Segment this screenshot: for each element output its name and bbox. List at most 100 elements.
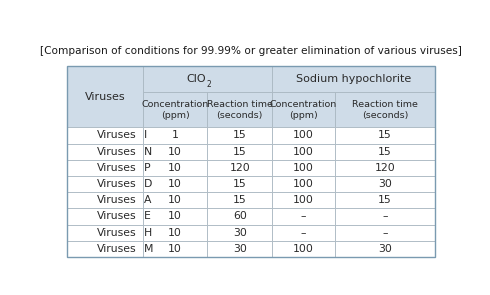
Bar <box>207 160 272 176</box>
Text: I: I <box>144 130 147 140</box>
Text: Viruses: Viruses <box>85 92 125 102</box>
Bar <box>207 208 272 224</box>
Bar <box>67 160 143 176</box>
Text: Viruses: Viruses <box>97 228 136 237</box>
Bar <box>335 144 435 160</box>
Bar <box>207 224 272 241</box>
Text: 10: 10 <box>168 244 182 254</box>
Text: 15: 15 <box>233 130 246 140</box>
Text: 100: 100 <box>293 163 314 173</box>
Text: 30: 30 <box>233 228 246 237</box>
Bar <box>272 192 335 208</box>
Text: P: P <box>144 163 150 173</box>
Bar <box>272 160 335 176</box>
Text: –: – <box>382 228 388 237</box>
Text: 60: 60 <box>233 212 246 222</box>
Bar <box>272 241 335 257</box>
Bar <box>67 66 143 127</box>
Text: ClO: ClO <box>186 74 206 84</box>
Bar <box>143 160 207 176</box>
Bar <box>67 192 143 208</box>
Text: 15: 15 <box>233 179 246 189</box>
Bar <box>67 66 435 257</box>
Bar <box>207 127 272 144</box>
Text: 15: 15 <box>378 195 392 205</box>
Text: 100: 100 <box>293 244 314 254</box>
Text: M: M <box>144 244 153 254</box>
Bar <box>335 192 435 208</box>
Bar <box>335 224 435 241</box>
Bar <box>67 224 143 241</box>
Bar <box>143 241 207 257</box>
Bar <box>335 160 435 176</box>
Text: –: – <box>382 212 388 222</box>
Bar <box>143 208 207 224</box>
Text: 30: 30 <box>233 244 246 254</box>
Text: 10: 10 <box>168 147 182 157</box>
Text: Viruses: Viruses <box>97 130 136 140</box>
Bar <box>207 192 272 208</box>
Text: Viruses: Viruses <box>97 212 136 222</box>
Bar <box>67 241 143 257</box>
Bar <box>207 176 272 192</box>
Bar <box>272 144 335 160</box>
Text: 15: 15 <box>378 130 392 140</box>
Text: 15: 15 <box>378 147 392 157</box>
Text: 10: 10 <box>168 228 182 237</box>
Bar <box>272 66 435 92</box>
Text: 10: 10 <box>168 195 182 205</box>
Text: Viruses: Viruses <box>97 244 136 254</box>
Text: 15: 15 <box>233 195 246 205</box>
Text: 100: 100 <box>293 147 314 157</box>
Text: 15: 15 <box>233 147 246 157</box>
Text: 100: 100 <box>293 179 314 189</box>
Bar <box>143 176 207 192</box>
Bar <box>143 192 207 208</box>
Text: Viruses: Viruses <box>97 179 136 189</box>
Bar <box>207 144 272 160</box>
Bar <box>67 144 143 160</box>
Bar <box>207 241 272 257</box>
Text: 30: 30 <box>378 244 392 254</box>
Bar <box>143 66 272 92</box>
Text: –: – <box>300 228 306 237</box>
Text: 100: 100 <box>293 130 314 140</box>
Text: Concentration
(ppm): Concentration (ppm) <box>142 100 209 120</box>
Bar <box>143 144 207 160</box>
Text: 30: 30 <box>378 179 392 189</box>
Bar <box>207 92 272 127</box>
Text: N: N <box>144 147 152 157</box>
Text: Viruses: Viruses <box>97 147 136 157</box>
Text: Viruses: Viruses <box>97 195 136 205</box>
Bar <box>272 176 335 192</box>
Bar <box>143 127 207 144</box>
Bar <box>335 127 435 144</box>
Text: Reaction time
(seconds): Reaction time (seconds) <box>207 100 272 120</box>
Text: –: – <box>300 212 306 222</box>
Text: E: E <box>144 212 151 222</box>
Text: D: D <box>144 179 152 189</box>
Bar <box>143 224 207 241</box>
Bar <box>272 208 335 224</box>
Text: [Comparison of conditions for 99.99% or greater elimination of various viruses]: [Comparison of conditions for 99.99% or … <box>40 46 462 56</box>
Text: Viruses: Viruses <box>97 163 136 173</box>
Bar <box>335 92 435 127</box>
Bar <box>272 224 335 241</box>
Bar <box>335 208 435 224</box>
Text: H: H <box>144 228 152 237</box>
Text: A: A <box>144 195 151 205</box>
Text: 10: 10 <box>168 163 182 173</box>
Bar <box>335 241 435 257</box>
Bar <box>67 176 143 192</box>
Text: 120: 120 <box>229 163 250 173</box>
Text: 120: 120 <box>375 163 395 173</box>
Text: 10: 10 <box>168 179 182 189</box>
Bar <box>67 208 143 224</box>
Bar <box>272 127 335 144</box>
Text: Concentration
(ppm): Concentration (ppm) <box>270 100 337 120</box>
Text: 10: 10 <box>168 212 182 222</box>
Bar <box>143 92 207 127</box>
Bar <box>272 92 335 127</box>
Text: 1: 1 <box>172 130 179 140</box>
Bar <box>335 176 435 192</box>
